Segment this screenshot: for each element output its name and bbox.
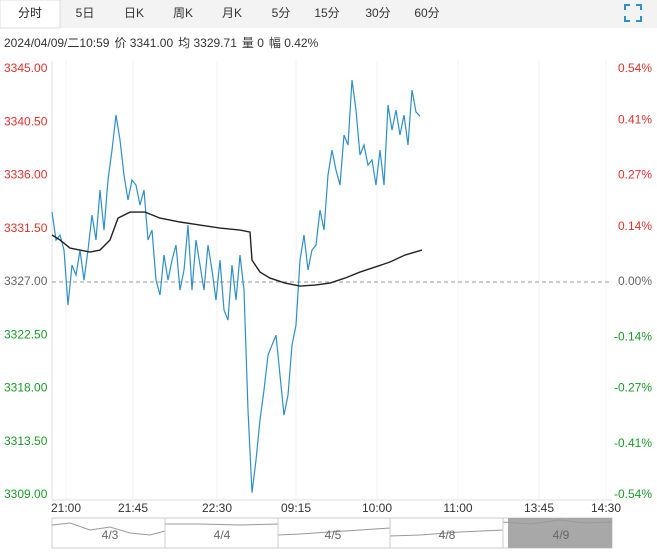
y-tick-label: 3345.00 [4, 61, 48, 75]
y-tick-label: 3340.50 [4, 114, 48, 128]
fullscreen-glyph[interactable] [624, 4, 642, 22]
x-tick-label: 21:45 [118, 501, 148, 515]
y2-tick-label: -0.41% [614, 436, 652, 450]
x-tick-label: 10:00 [362, 501, 392, 515]
y2-tick-label: 0.27% [618, 168, 652, 182]
series-line [51, 211, 423, 287]
info-item: 均 3329.71 [178, 36, 237, 50]
info-item: 价 3341.00 [114, 36, 173, 50]
tab[interactable]: 5分 [272, 6, 291, 20]
navigator-label: 4/9 [553, 528, 570, 542]
y2-tick-label: 0.54% [618, 61, 652, 75]
x-tick-label: 13:45 [524, 501, 554, 515]
info-line: 2024/04/09/二10:59 价 3341.00 均 3329.71 量 0 幅 … [4, 35, 319, 50]
tab[interactable]: 60分 [414, 6, 439, 20]
y-tick-label: 3309.00 [4, 487, 48, 501]
y-tick-label: 3336.00 [4, 168, 48, 182]
tab[interactable]: 分时 [18, 6, 42, 20]
x-tick-label: 22:30 [202, 501, 232, 515]
info-item: 幅 0.42% [269, 35, 319, 50]
series-line [51, 79, 421, 493]
info-item: 量 0 [242, 36, 264, 50]
x-tick-label: 21:00 [51, 501, 81, 515]
navigator-label: 4/3 [102, 528, 119, 542]
navigator-label: 4/8 [439, 528, 456, 542]
tab[interactable]: 周K [173, 6, 193, 20]
tab[interactable]: 日K [124, 6, 144, 20]
y-tick-label: 3322.50 [4, 327, 48, 341]
x-tick-label: 11:00 [443, 501, 472, 515]
y2-tick-label: -0.54% [614, 487, 652, 501]
active-tab-bg [0, 0, 61, 29]
fullscreen-icon[interactable] [624, 4, 642, 22]
tab[interactable]: 5日 [76, 6, 95, 20]
y-tick-label: 3331.50 [4, 221, 48, 235]
tab[interactable]: 15分 [314, 6, 339, 20]
y2-tick-label: 0.00% [618, 274, 652, 288]
navigator-label: 4/5 [325, 528, 342, 542]
y2-tick-label: 0.14% [618, 219, 652, 233]
y2-tick-label: -0.14% [614, 329, 652, 343]
y-tick-label: 3313.50 [4, 434, 48, 448]
info-item: 2024/04/09/二10:59 [4, 36, 110, 50]
y-tick-label: 3318.00 [4, 381, 48, 395]
x-tick-label: 14:30 [591, 501, 621, 515]
y2-tick-label: 0.41% [618, 112, 652, 126]
navigator-label: 4/4 [214, 528, 231, 542]
x-tick-label: 09:15 [281, 501, 311, 515]
y2-tick-label: -0.27% [614, 381, 652, 395]
y-tick-label: 3327.00 [4, 274, 48, 288]
tab-bar [0, 0, 657, 28]
tab[interactable]: 月K [222, 6, 242, 20]
tab[interactable]: 30分 [365, 6, 390, 20]
